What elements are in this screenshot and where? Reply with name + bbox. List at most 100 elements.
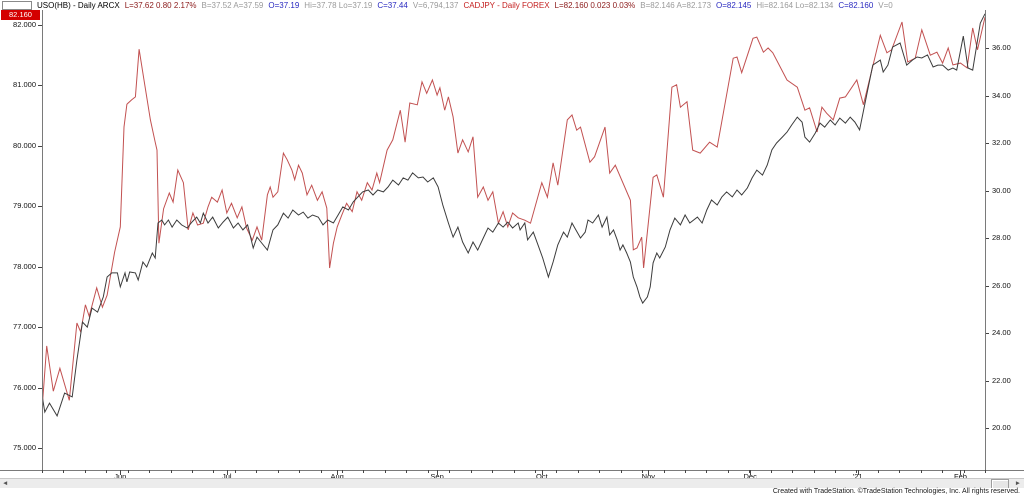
symbol-2-bid-ask: B=82.146 A=82.173 xyxy=(640,1,712,10)
time-axis-minor-tick xyxy=(813,470,815,473)
footer-bar: Created with TradeStation. ©TradeStation… xyxy=(0,488,1024,495)
right-axis-line xyxy=(985,10,986,470)
symbol-1-bid-ask: B=37.52 A=37.59 xyxy=(201,1,264,10)
left-axis-tick xyxy=(38,448,42,450)
time-axis-minor-tick xyxy=(577,470,579,473)
right-price-axis[interactable]: 37.44 36.0034.0032.0030.0028.0026.0024.0… xyxy=(985,0,1024,470)
right-axis-tick xyxy=(985,333,989,334)
time-axis[interactable]: Jun Jul Aug Sep Oct Nov Dec '21 Feb xyxy=(0,470,1024,481)
time-axis-minor-tick xyxy=(492,470,494,473)
time-axis-minor-tick xyxy=(277,470,279,473)
left-axis-label: 79.000 xyxy=(13,201,36,211)
copyright-text: Created with TradeStation. ©TradeStation… xyxy=(772,488,1020,495)
time-axis-minor-tick xyxy=(663,470,665,473)
time-axis-minor-tick xyxy=(706,470,708,473)
time-axis-minor-tick xyxy=(299,470,301,473)
right-axis-label: 32.00 xyxy=(992,138,1011,147)
right-axis-label: 30.00 xyxy=(992,185,1011,195)
time-axis-minor-tick xyxy=(256,470,258,473)
symbol-2-close: C=82.160 xyxy=(838,1,874,10)
scroll-right-icon[interactable]: ► xyxy=(1014,480,1021,487)
left-axis-label: 77.000 xyxy=(13,322,36,332)
symbol-2-hi-lo: Hi=82.164 Lo=82.134 xyxy=(756,1,834,10)
time-axis-minor-tick xyxy=(920,470,922,473)
time-axis-minor-tick xyxy=(556,470,558,473)
symbol-1-open: O=37.19 xyxy=(268,1,300,10)
time-axis-minor-tick xyxy=(727,470,729,473)
time-axis-minor-tick xyxy=(770,470,772,473)
right-axis-tick xyxy=(985,48,989,49)
left-axis-label: 81.000 xyxy=(13,80,36,90)
time-axis-month-tick xyxy=(437,470,439,475)
left-axis-tick xyxy=(38,85,42,87)
time-axis-month-label: Dec xyxy=(743,471,757,481)
left-price-axis[interactable]: 82.160 82.000 81.000 80.000 79.000 78.000 77.… xyxy=(0,0,42,470)
legend-box xyxy=(2,1,32,10)
left-axis-label: 75.000 xyxy=(13,443,36,453)
time-axis-minor-tick xyxy=(620,470,622,473)
time-axis-minor-tick xyxy=(877,470,879,473)
right-axis-tick xyxy=(985,190,989,192)
time-axis-month-label: Nov xyxy=(641,471,656,481)
right-axis-tick xyxy=(985,143,989,144)
x-axis-line xyxy=(0,470,1024,471)
symbol-2-last: L=82.160 0.023 0.03% xyxy=(554,1,636,10)
time-axis-minor-tick xyxy=(234,470,236,473)
time-axis-month-tick xyxy=(337,470,339,475)
left-axis-label: 82.000 xyxy=(13,19,36,29)
scroll-left-icon[interactable]: ◄ xyxy=(2,480,9,487)
time-axis-minor-tick xyxy=(427,470,429,473)
time-axis-minor-tick xyxy=(599,470,601,473)
time-axis-minor-tick xyxy=(834,470,836,473)
time-axis-month-label: '21 xyxy=(852,471,863,481)
time-axis-minor-tick xyxy=(684,470,686,473)
cadjpy-last-price-badge: 82.160 xyxy=(1,10,40,21)
symbol-1-name: USO(HB) - Daily ARCX xyxy=(37,1,120,10)
left-axis-tick xyxy=(38,24,42,26)
time-axis-month-label: Aug xyxy=(330,471,344,481)
time-axis-month-label: Jun xyxy=(114,471,127,481)
time-axis-minor-tick xyxy=(106,470,108,473)
right-axis-label: 26.00 xyxy=(992,280,1011,290)
time-axis-month-tick xyxy=(750,470,752,475)
time-axis-minor-tick xyxy=(963,470,965,473)
left-axis-tick xyxy=(38,387,42,389)
time-axis-minor-tick xyxy=(642,470,644,473)
time-axis-month-tick xyxy=(960,470,962,475)
left-axis-label: 76.000 xyxy=(13,382,36,392)
symbol-1-close: C=37.44 xyxy=(377,1,408,10)
time-axis-minor-tick xyxy=(342,470,344,473)
time-axis-minor-tick xyxy=(320,470,322,473)
symbol-1-volume: V=6,794,137 xyxy=(412,1,459,10)
time-axis-month-label: Oct xyxy=(535,471,548,481)
left-axis-tick xyxy=(38,206,42,208)
right-axis-tick xyxy=(985,285,989,287)
time-axis-minor-tick xyxy=(406,470,408,473)
time-axis-minor-tick xyxy=(384,470,386,473)
price-line-uso xyxy=(42,13,985,418)
time-axis-minor-tick xyxy=(42,470,43,473)
time-axis-minor-tick xyxy=(192,470,194,473)
right-axis-tick xyxy=(985,95,989,97)
time-axis-minor-tick xyxy=(985,470,986,473)
time-axis-month-tick xyxy=(541,470,543,475)
time-axis-month-label: Jul xyxy=(222,471,232,481)
left-axis-tick xyxy=(38,327,42,329)
symbol-1-hi-lo: Hi=37.78 Lo=37.19 xyxy=(304,1,373,10)
time-axis-minor-tick xyxy=(792,470,794,473)
price-lines-canvas xyxy=(42,13,985,418)
right-axis-label: 34.00 xyxy=(992,90,1011,100)
right-axis-label: 24.00 xyxy=(992,328,1011,337)
time-axis-minor-tick xyxy=(470,470,472,473)
time-axis-minor-tick xyxy=(149,470,151,473)
right-axis-tick xyxy=(985,380,989,382)
time-axis-minor-tick xyxy=(63,470,65,473)
chart-plot-area[interactable] xyxy=(42,10,985,470)
time-axis-minor-tick xyxy=(170,470,172,473)
time-axis-month-label: Feb xyxy=(954,471,967,481)
left-axis-label: 78.000 xyxy=(13,261,36,271)
time-axis-minor-tick xyxy=(513,470,515,473)
left-axis-line xyxy=(42,10,43,470)
left-axis-tick xyxy=(38,145,42,147)
